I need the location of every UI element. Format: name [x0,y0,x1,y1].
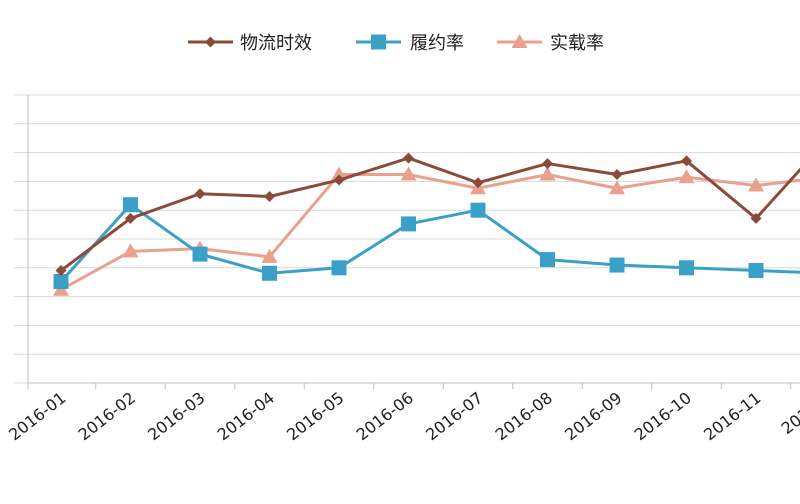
fulfillment-rate-point [123,197,138,212]
x-tick-label: 2016-06 [353,388,417,444]
fulfillment-rate-point [471,203,486,218]
legend-fulfillment-rate-point [371,35,386,50]
fulfillment-rate-point [679,260,694,275]
x-tick-label: 2016-07 [422,388,486,444]
x-tick-label: 2016-11 [700,388,764,444]
fulfillment-rate-point [749,263,764,278]
logistics-timeliness-point [403,153,414,164]
logistics-timeliness-point [195,188,206,199]
legend-item-fulfillment-rate: 履约率 [356,33,464,54]
gridlines [14,95,800,383]
x-tick-label: 2016-01 [5,388,69,444]
legend-item-load-rate: 实载率 [497,33,604,54]
x-tick-label: 2016-08 [492,388,556,444]
series-group [53,136,800,296]
legend-logistics-timeliness-point [205,37,216,48]
x-tick-label: 2016-04 [214,388,278,444]
legend-label: 物流时效 [240,33,312,54]
legend-item-logistics-timeliness: 物流时效 [188,33,312,54]
x-tick-label: 2016-02 [75,388,139,444]
legend: 物流时效 履约率 实载率 [188,33,604,54]
fulfillment-rate-point [610,258,625,273]
series-fulfillment-rate [54,197,800,289]
series-logistics-timeliness [56,136,800,276]
load-rate-point [679,169,695,183]
fulfillment-rate-point [193,247,208,262]
fulfillment-rate-point [262,266,277,281]
series-load-rate [53,167,800,296]
legend-label: 履约率 [410,33,464,54]
x-tick-label: 2016-03 [144,388,208,444]
logistics-timeliness-point [542,158,553,169]
fulfillment-rate-point [401,216,416,231]
x-tick-label: 2016-09 [561,388,625,444]
legend-label: 实载率 [550,33,604,54]
x-tick-label: 2016-10 [631,388,695,444]
logistics-timeliness-point [612,169,623,180]
axes [28,95,800,389]
x-tick-label: 2016-1 [778,388,800,438]
logistics-timeliness-point [264,191,275,202]
fulfillment-rate-point [540,252,555,267]
x-tick-label: 2016-05 [283,388,347,444]
fulfillment-rate-point [332,260,347,275]
fulfillment-rate-point [54,274,69,289]
